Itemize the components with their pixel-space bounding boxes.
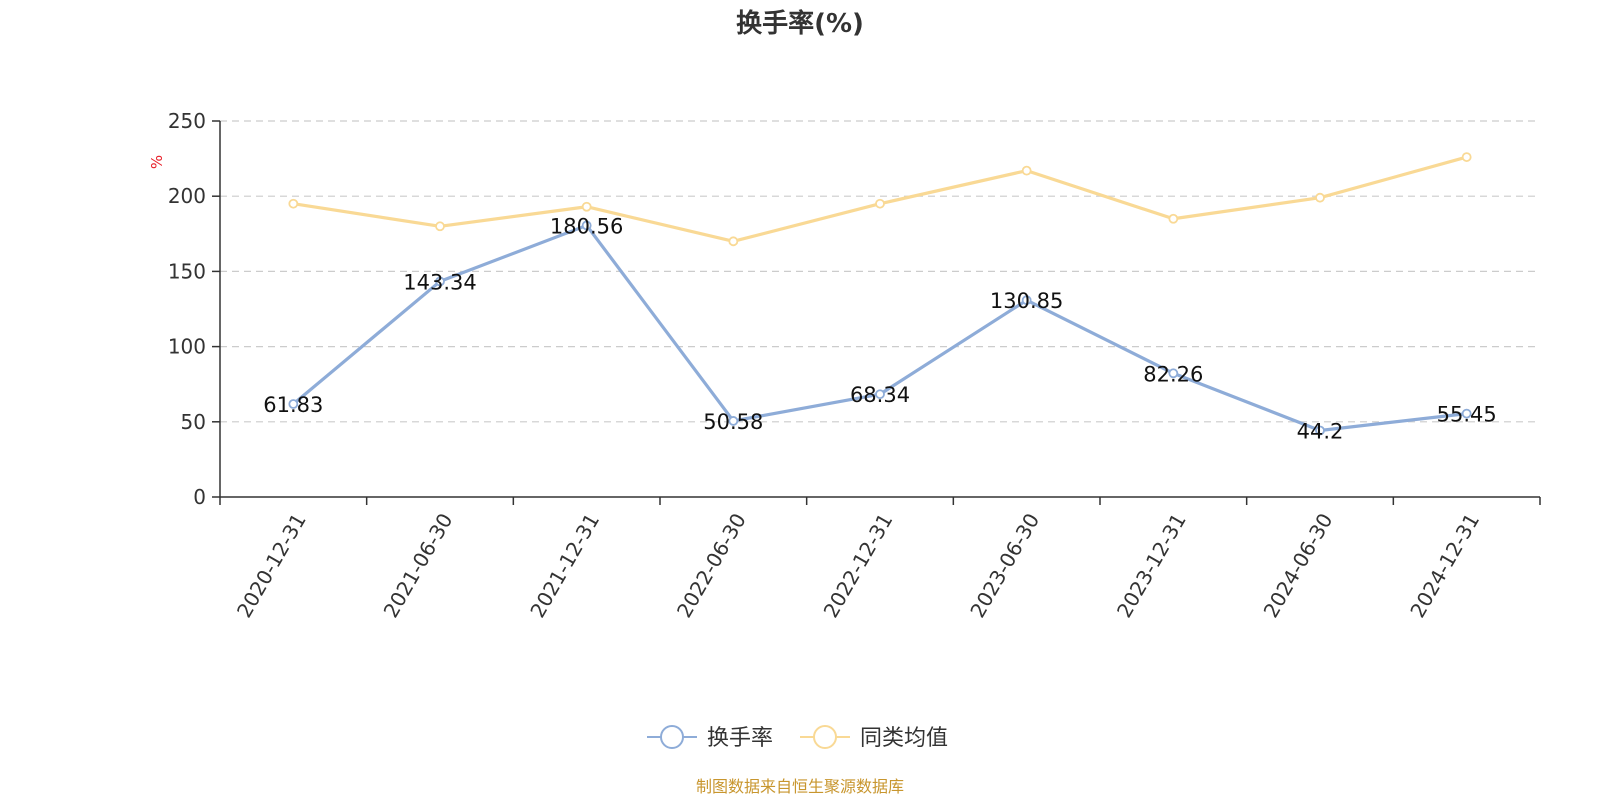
x-tick-label: 2022-12-31: [819, 509, 898, 622]
y-axis-unit-label: %: [148, 155, 166, 169]
x-tick-label: 2023-06-30: [965, 509, 1044, 622]
data-label: 143.34: [403, 270, 476, 294]
gridlines: [220, 120, 1540, 423]
series-1-point: [435, 221, 445, 232]
data-label: 68.34: [850, 383, 910, 407]
x-tick-label: 2022-06-30: [672, 509, 751, 622]
data-label: 55.45: [1437, 403, 1497, 427]
series-0-point: [1315, 425, 1325, 436]
series-1-point: [1315, 192, 1325, 203]
series-0-point: [728, 416, 739, 426]
series-1-point: [1461, 152, 1472, 162]
chart-title: 换手率(%): [736, 8, 864, 39]
legend: 换手率 同类均值: [647, 725, 948, 751]
series-0-point: [435, 276, 445, 287]
series-0-point: [581, 220, 592, 231]
legend-marker-0: [660, 725, 684, 749]
x-tick-label: 2024-06-30: [1259, 509, 1338, 622]
series-1-point: [875, 198, 885, 209]
series-1-point: [1021, 165, 1032, 176]
series-0-point: [1021, 295, 1032, 306]
legend-label: 同类均值: [860, 726, 948, 751]
series-1-point: [728, 236, 739, 247]
y-tick-label: 200: [168, 184, 206, 208]
x-tick-label: 2021-06-30: [379, 509, 458, 622]
y-tick-label: 0: [193, 485, 206, 509]
x-tick-label: 2021-12-31: [525, 509, 604, 622]
axes: 0 50 100 150 200 250 2020-12-31 2021-06-30 2021-…: [168, 109, 1541, 622]
data-labels: 61.83 143.34 180.56 50.58 68.34 130.85 82.26 44…: [263, 214, 1496, 443]
data-label: 61.83: [263, 393, 323, 417]
series-0-point: [1461, 408, 1472, 419]
series-1-point: [288, 198, 299, 209]
data-label: 130.85: [990, 289, 1063, 313]
series-1-point: [581, 201, 592, 212]
series-1-point: [1168, 213, 1179, 224]
y-tick-label: 100: [168, 335, 206, 359]
y-tick-label: 150: [168, 259, 206, 283]
data-label: 44.2: [1297, 420, 1344, 444]
x-tick-label: 2024-12-31: [1405, 509, 1484, 622]
data-source-note: 制图数据来自恒生聚源数据库: [696, 777, 904, 796]
x-tick-label: 2020-12-31: [232, 509, 311, 622]
y-tick-label: 50: [181, 410, 206, 434]
series-lines: [288, 152, 1472, 436]
y-tick-label: 250: [168, 109, 206, 133]
data-label: 180.56: [550, 214, 623, 238]
data-label: 50.58: [703, 410, 763, 434]
series-0-point: [288, 399, 299, 409]
x-tick-label: 2023-12-31: [1112, 509, 1191, 622]
legend-marker-1: [813, 725, 837, 749]
legend-label: 换手率: [707, 726, 773, 751]
series-0-point: [875, 389, 885, 400]
series-0-point: [1168, 368, 1179, 379]
data-label: 82.26: [1143, 362, 1203, 386]
